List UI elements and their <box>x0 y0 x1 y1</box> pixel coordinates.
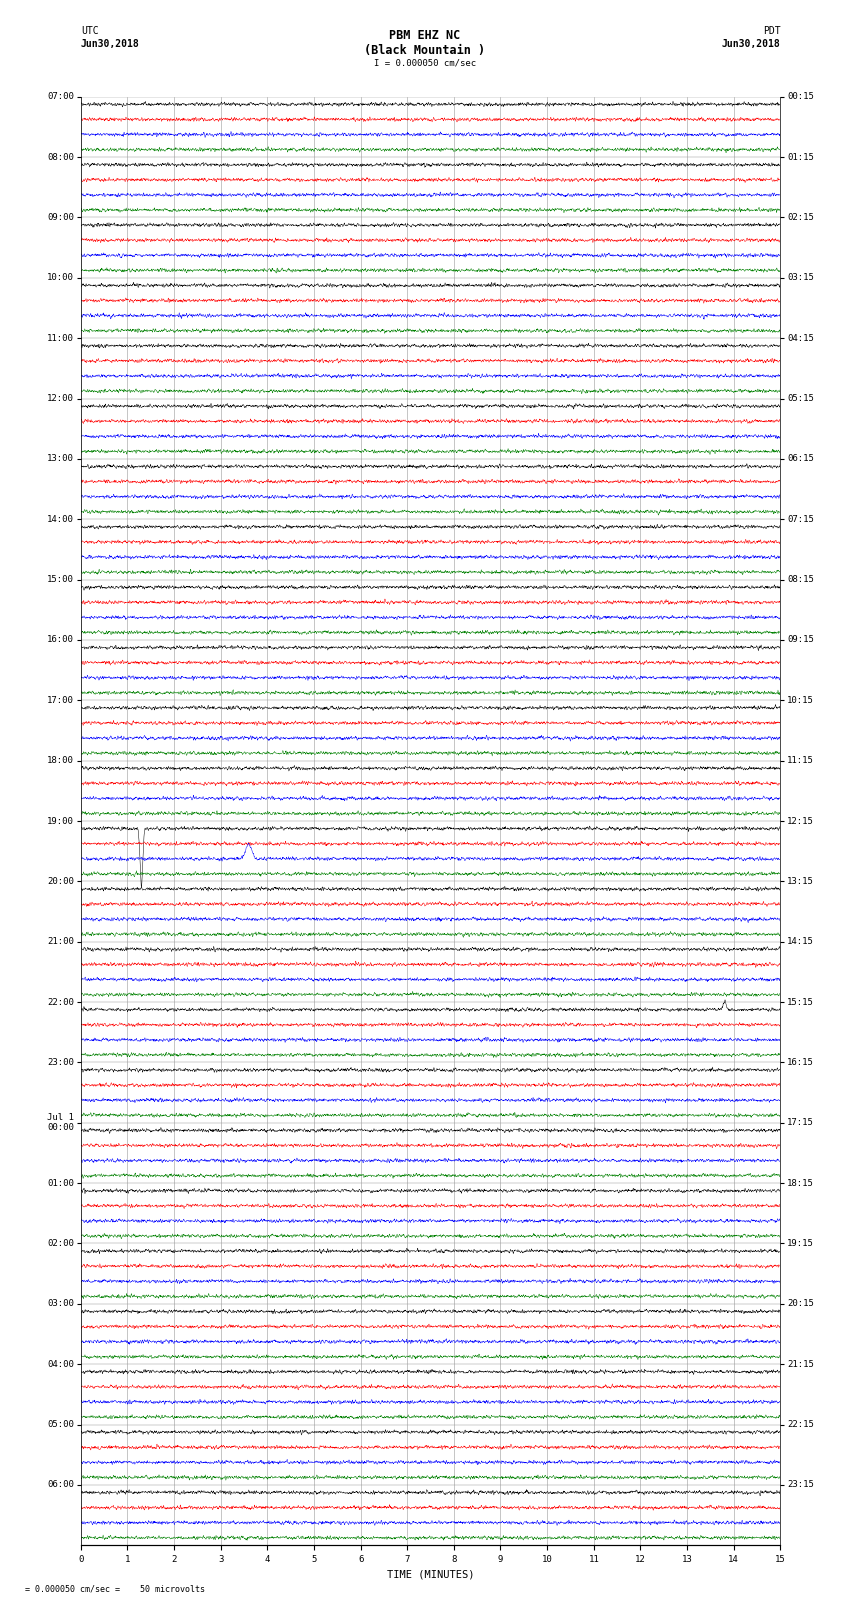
Text: (Black Mountain ): (Black Mountain ) <box>365 44 485 56</box>
Text: PBM EHZ NC: PBM EHZ NC <box>389 29 461 42</box>
Text: = 0.000050 cm/sec =    50 microvolts: = 0.000050 cm/sec = 50 microvolts <box>15 1584 206 1594</box>
Text: Jun30,2018: Jun30,2018 <box>722 39 780 48</box>
Text: I = 0.000050 cm/sec: I = 0.000050 cm/sec <box>374 58 476 68</box>
X-axis label: TIME (MINUTES): TIME (MINUTES) <box>387 1569 474 1579</box>
Text: UTC: UTC <box>81 26 99 35</box>
Text: PDT: PDT <box>762 26 780 35</box>
Text: Jun30,2018: Jun30,2018 <box>81 39 139 48</box>
